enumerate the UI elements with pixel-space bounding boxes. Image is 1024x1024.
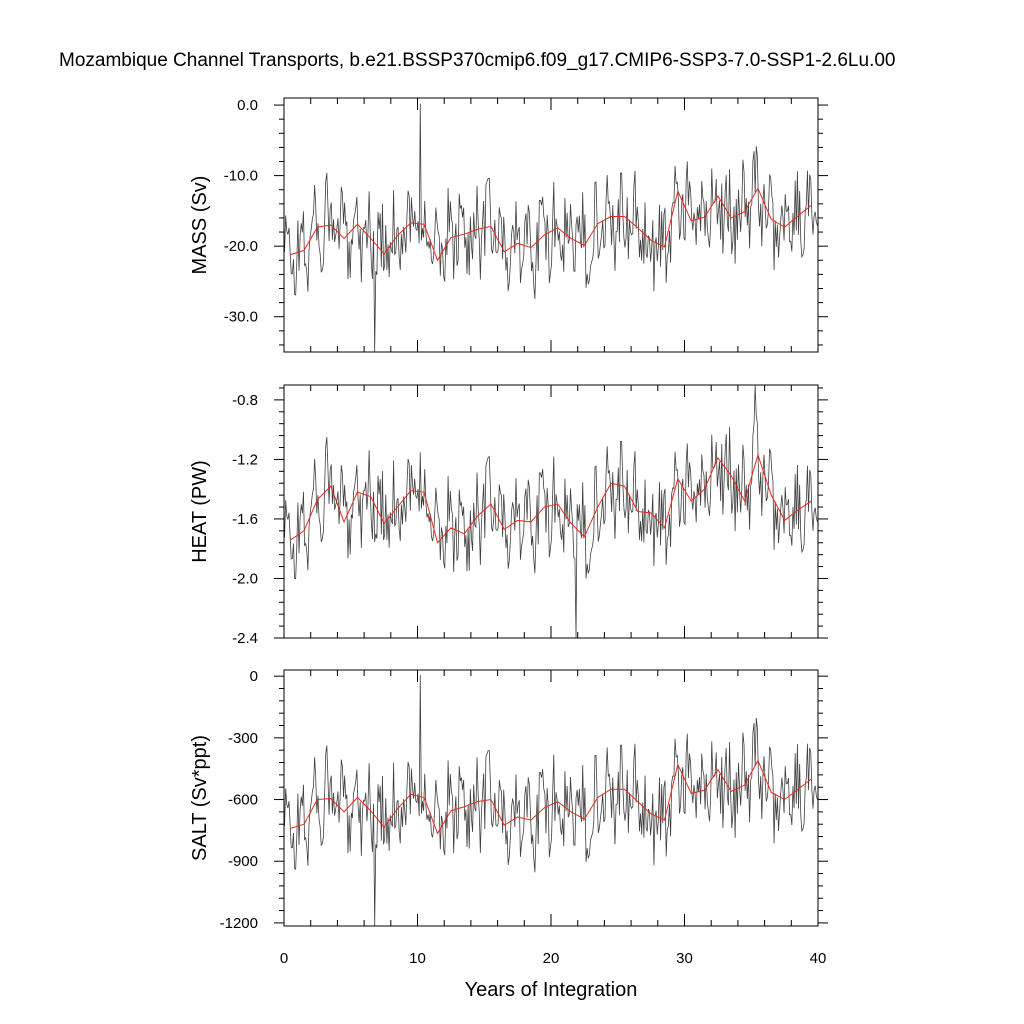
x-axis-label: Years of Integration: [465, 979, 638, 1001]
mass-y-tick-label: -10.0: [224, 168, 258, 185]
heat-y-tick-label: -2.4: [232, 630, 258, 647]
mass-monthly-series-line: [284, 103, 818, 352]
x-tick-label: 10: [409, 950, 426, 967]
mass-y-tick-label: -20.0: [224, 238, 258, 255]
x-tick-label: 30: [676, 950, 693, 967]
salt-annual-mean-line: [290, 759, 812, 835]
mass-annual-mean-line: [290, 187, 812, 262]
x-tick-label: 0: [280, 950, 288, 967]
mass-panel: 0.0 -10.0 -20.0 -30.0 MASS (Sv): [189, 97, 828, 353]
salt-y-tick-label: -300: [228, 730, 258, 747]
heat-plot-frame: [283, 384, 819, 639]
heat-y-tick-label: -1.2: [232, 451, 258, 468]
heat-y-tick-label: -1.6: [232, 511, 258, 528]
mass-y-tick-label: -30.0: [224, 309, 258, 326]
salt-panel: 0 -300 -600 -900 -1200 SALT (Sv*ppt): [189, 668, 828, 932]
heat-y-tick-label: -0.8: [232, 392, 258, 409]
heat-y-tick-label: -2.0: [232, 570, 258, 587]
mass-y-axis-label: MASS (Sv): [189, 176, 211, 275]
salt-y-axis-label: SALT (Sv*ppt): [189, 735, 211, 861]
salt-y-tick-label: -900: [228, 853, 258, 870]
heat-annual-mean-line: [290, 453, 812, 544]
salt-y-tick-label: 0: [250, 668, 258, 685]
x-tick-label: 20: [543, 950, 560, 967]
heat-y-axis-label: HEAT (PW): [189, 460, 211, 563]
salt-y-tick-label: -1200: [220, 915, 258, 932]
chart-title: Mozambique Channel Transports, b.e21.BSS…: [59, 50, 895, 71]
salt-y-tick-label: -600: [228, 792, 258, 809]
x-tick-label: 40: [810, 950, 827, 967]
heat-panel: -0.8 -1.2 -1.6 -2.0 -2.4 HEAT (PW): [189, 384, 828, 647]
salt-monthly-series-line: [284, 675, 818, 926]
heat-monthly-series-line: [284, 385, 818, 638]
mass-y-tick-label: 0.0: [237, 97, 258, 114]
